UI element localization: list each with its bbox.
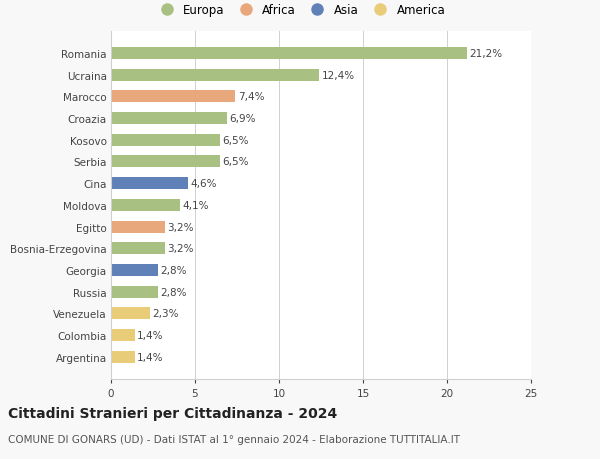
Text: 2,8%: 2,8% xyxy=(161,265,187,275)
Text: COMUNE DI GONARS (UD) - Dati ISTAT al 1° gennaio 2024 - Elaborazione TUTTITALIA.: COMUNE DI GONARS (UD) - Dati ISTAT al 1°… xyxy=(8,434,460,444)
Bar xyxy=(111,286,158,298)
Bar xyxy=(111,308,149,319)
Bar xyxy=(111,91,235,103)
Bar xyxy=(111,69,319,81)
Text: 4,1%: 4,1% xyxy=(182,201,209,210)
Text: 4,6%: 4,6% xyxy=(191,179,217,189)
Text: 3,2%: 3,2% xyxy=(167,222,194,232)
Legend: Europa, Africa, Asia, America: Europa, Africa, Asia, America xyxy=(152,2,448,19)
Bar xyxy=(111,330,134,341)
Bar xyxy=(111,178,188,190)
Bar xyxy=(111,351,134,363)
Text: 6,5%: 6,5% xyxy=(223,135,249,146)
Text: 2,3%: 2,3% xyxy=(152,308,179,319)
Text: 7,4%: 7,4% xyxy=(238,92,265,102)
Text: 21,2%: 21,2% xyxy=(470,49,503,59)
Bar xyxy=(111,264,158,276)
Text: 1,4%: 1,4% xyxy=(137,330,164,340)
Text: 12,4%: 12,4% xyxy=(322,71,355,80)
Text: 2,8%: 2,8% xyxy=(161,287,187,297)
Text: 6,5%: 6,5% xyxy=(223,157,249,167)
Text: Cittadini Stranieri per Cittadinanza - 2024: Cittadini Stranieri per Cittadinanza - 2… xyxy=(8,406,337,420)
Bar xyxy=(111,221,165,233)
Bar xyxy=(111,200,180,211)
Bar xyxy=(111,113,227,125)
Text: 3,2%: 3,2% xyxy=(167,244,194,254)
Bar xyxy=(111,243,165,255)
Bar xyxy=(111,156,220,168)
Text: 1,4%: 1,4% xyxy=(137,352,164,362)
Bar xyxy=(111,134,220,146)
Bar xyxy=(111,48,467,60)
Text: 6,9%: 6,9% xyxy=(229,114,256,124)
